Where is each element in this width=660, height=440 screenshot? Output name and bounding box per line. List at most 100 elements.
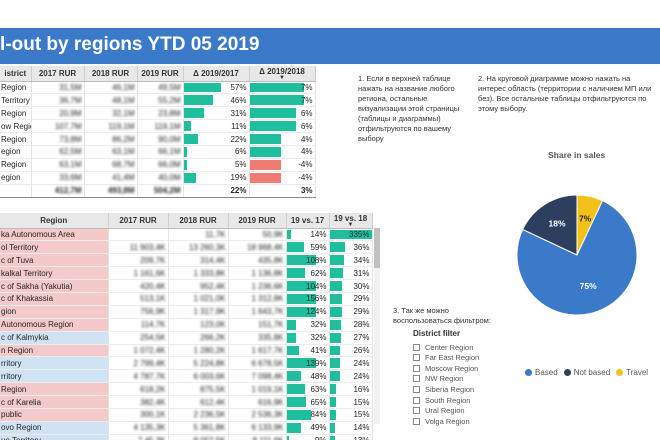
filter-option[interactable]: Volga Region [413,416,470,426]
region-name[interactable]: gion [0,305,109,319]
table-row[interactable]: c of Khakassia 513,1K 1 021,0K 1 312,8K 156%… [0,292,373,306]
delta-19-vs-17: 139% [286,356,330,371]
value-2019: 335,8K [228,331,287,345]
checkbox-icon[interactable] [413,396,420,404]
table-row[interactable]: egion 62,5M 63,1M 66,1M 6% 4% [0,145,316,159]
region-name[interactable]: Region [0,132,32,146]
regions-summary-table[interactable]: istrict 2017 RUR 2018 RUR 2019 RUR Δ 201… [0,66,316,198]
column-header-19-vs-17[interactable]: 19 vs. 17 [286,213,330,229]
share-in-sales-pie-chart[interactable]: 7% 75% 18% [512,190,642,320]
table-row[interactable]: Region 63,1M 68,7M 66,0M 5% -4% [0,158,316,172]
region-name[interactable]: public [0,408,109,422]
delta-19-vs-18-label: 335% [349,229,370,239]
checkbox-icon[interactable] [413,407,420,415]
filter-option[interactable]: Moscow Region [413,363,478,373]
region-name[interactable]: Autonomous Region [0,318,109,332]
delta-19-vs-18-bar [329,397,336,407]
column-header-2019[interactable]: 2019 RUR [228,213,287,229]
filter-option[interactable]: South Region [413,395,470,405]
table-row[interactable]: c of Tuva 209,7K 314,4K 435,8K 108% 34% [0,253,373,268]
filter-option[interactable]: NW Region [413,374,463,384]
regions-detail-table[interactable]: Region 2017 RUR 2018 RUR 2019 RUR 19 vs.… [0,213,373,440]
table-row[interactable]: egion 33,6M 41,4M 40,0M 19% -4% [0,171,316,185]
checkbox-icon[interactable] [413,417,420,425]
checkbox-icon[interactable] [413,364,420,372]
value-2017: 31,5M [31,81,85,95]
table-row[interactable]: Autonomous Region 114,7K 123,0K 151,7K 32% 28… [0,318,373,332]
legend-item-travel[interactable]: Travel [616,368,648,377]
table-row[interactable]: c of Sakha (Yakutia) 420,4K 952,4K 1 236,6K… [0,279,373,293]
region-name[interactable]: c of Kalmykia [0,331,109,345]
column-header-region[interactable]: Region [0,213,109,229]
filter-option[interactable]: Far East Region [413,353,479,363]
delta-19-vs-17: 49% [286,421,330,435]
column-header-2019[interactable]: 2019 RUR [137,66,184,82]
filter-option[interactable]: Ural Region [413,406,465,416]
column-header-2017[interactable]: 2017 RUR [108,213,169,229]
table-row[interactable]: ue Territory7 45,3K8 052,5K8 111,6K9%13% [0,434,373,440]
region-name[interactable]: c of Sakha (Yakutia) [0,279,109,293]
region-name[interactable]: Region [0,81,32,95]
table-row[interactable]: public 300,1K 2 236,5K 2 536,3K 84% 15% [0,408,373,422]
total-2019: 504,2M [137,183,184,198]
scrollbar-thumb[interactable] [374,228,380,268]
column-header-delta-2018[interactable]: Δ 2019/2018 ▼ [249,66,316,82]
table-row[interactable]: rritory 4 787,7K 6 003,6K 7 098,4K 48% 24% [0,369,373,384]
region-name[interactable]: rritory [0,369,109,384]
region-name[interactable]: c of Karelia [0,395,109,409]
column-header-2018[interactable]: 2018 RUR [168,213,229,229]
checkbox-icon[interactable] [413,343,420,351]
region-name[interactable]: Territory [0,93,32,108]
column-header-19-vs-18[interactable]: 19 vs. 18 ▼ [329,213,373,229]
region-name[interactable]: Region [0,158,32,172]
region-name[interactable]: ue Territory [0,434,109,440]
table-row[interactable]: ka Autonomous Area 11,7K 50,9K 14% 335% [0,228,373,242]
filter-option[interactable]: Siberia Region [413,384,474,394]
delta-2017-bar [183,159,187,170]
checkbox-icon[interactable] [413,385,420,393]
region-name[interactable]: Region [0,382,109,397]
delta-19-vs-18: 27% [329,331,373,345]
legend-item-not-based[interactable]: Not based [563,368,610,377]
table-row[interactable]: ovo Region 4 135,3K 5 361,8K 6 133,9K 49% 14% [0,421,373,435]
region-name[interactable]: ol Territory [0,240,109,255]
checkbox-icon[interactable] [413,354,420,362]
table-row[interactable]: n Region 1 072,4K 1 280,2K 1 617,7K 41% 26% [0,344,373,358]
table-scrollbar[interactable] [374,228,380,424]
table-row[interactable]: kalkal Territory 1 161,6K 1 333,8K 1 136,8K… [0,266,373,281]
table-row[interactable]: c of Kalmykia 254,5K 266,2K 335,8K 32% 27% [0,331,373,345]
table-row[interactable]: Region 31,5M 46,1M 49,5M 57% 7% [0,81,316,95]
column-header-district[interactable]: istrict [0,66,32,82]
column-header-2017[interactable]: 2017 RUR [31,66,85,82]
region-name[interactable]: ovo Region [0,421,109,435]
region-name[interactable]: c of Khakassia [0,292,109,306]
pie-chart-title: Share in sales [548,150,606,160]
table-row[interactable]: gion 756,9K 1 317,9K 1 643,7K 124% 29% [0,305,373,319]
column-header-2018[interactable]: 2018 RUR [84,66,138,82]
filter-option[interactable]: Center Region [413,342,473,352]
table-row[interactable]: Region 20,9M 32,1M 23,8M 31% 6% [0,106,316,121]
region-name[interactable]: kalkal Territory [0,266,109,281]
table-row[interactable]: rritory 2 799,4K 5 224,8K 6 678,5K 139% 24% [0,356,373,371]
checkbox-icon[interactable] [413,375,420,383]
legend-item-based[interactable]: Based [525,368,558,377]
region-name[interactable]: Region [0,106,32,121]
region-name[interactable]: ow Region [0,119,32,134]
delta-19-vs-18-label: 30% [353,281,370,291]
region-name[interactable]: n Region [0,344,109,358]
table-row[interactable]: Region 618,2K 875,5K 1 019,1K 63% 16% [0,382,373,397]
region-name[interactable]: c of Tuva [0,253,109,268]
table-row[interactable]: c of Karelia 382,4K 612,4K 616,9K 65% 15% [0,395,373,409]
region-name[interactable]: rritory [0,356,109,371]
table-row[interactable]: Region 73,8M 86,2M 90,0M 22% 4% [0,132,316,146]
table-row[interactable]: ol Territory 11 903,4K 13 260,3K 18 968,4K 5… [0,240,373,255]
region-name[interactable]: egion [0,145,32,159]
region-name[interactable]: ka Autonomous Area [0,228,109,242]
region-name[interactable]: egion [0,171,32,185]
pie-slice-based[interactable] [516,200,638,316]
table-row[interactable]: Territory 36,7M 48,1M 55,2M 46% 7% [0,93,316,108]
column-header-delta-2017[interactable]: Δ 2019/2017 [183,66,250,82]
district-filter-title: District filter [413,329,461,338]
delta-2018-label: -4% [298,173,313,183]
